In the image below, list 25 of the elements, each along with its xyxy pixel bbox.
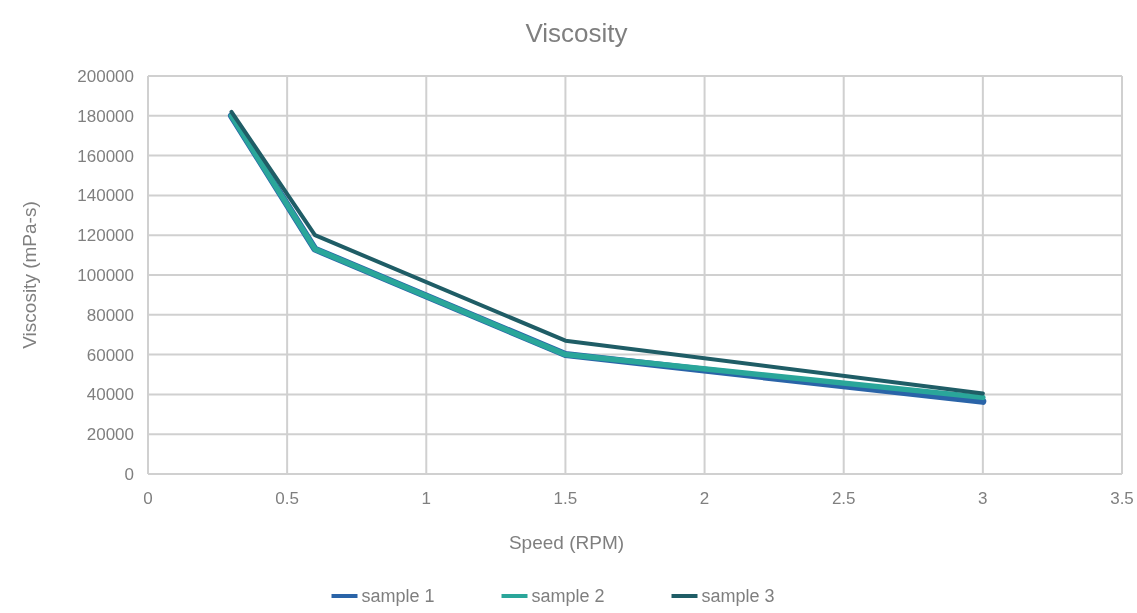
legend-label: sample 3: [701, 586, 775, 607]
y-tick-label: 160000: [77, 146, 134, 166]
y-axis-title: Viscosity (mPa-s): [19, 201, 40, 349]
x-tick-label: 0: [143, 489, 153, 508]
chart-title: Viscosity: [525, 18, 628, 48]
x-tick-label: 3.5: [1110, 489, 1134, 508]
y-tick-label: 80000: [86, 305, 134, 325]
y-tick-label: 100000: [77, 265, 134, 285]
y-tick-label: 40000: [86, 385, 134, 405]
x-tick-label: 2: [699, 489, 710, 508]
y-tick-label: 120000: [77, 226, 134, 246]
x-tick-label: 1.5: [553, 489, 578, 508]
legend-label: sample 1: [361, 586, 435, 607]
x-tick-label: 2.5: [831, 489, 856, 508]
legend-label: sample 2: [531, 586, 605, 607]
y-tick-label: 0: [124, 464, 134, 484]
x-tick-label: 1: [421, 489, 432, 508]
y-tick-label: 200000: [77, 66, 134, 86]
x-tick-label: 0.5: [275, 489, 299, 508]
y-tick-label: 180000: [77, 106, 134, 126]
y-tick-label: 20000: [86, 425, 134, 445]
x-tick-label: 3: [978, 489, 988, 508]
y-tick-label: 140000: [77, 186, 134, 206]
y-tick-label: 60000: [86, 345, 134, 365]
x-axis-title: Speed (RPM): [508, 532, 625, 553]
